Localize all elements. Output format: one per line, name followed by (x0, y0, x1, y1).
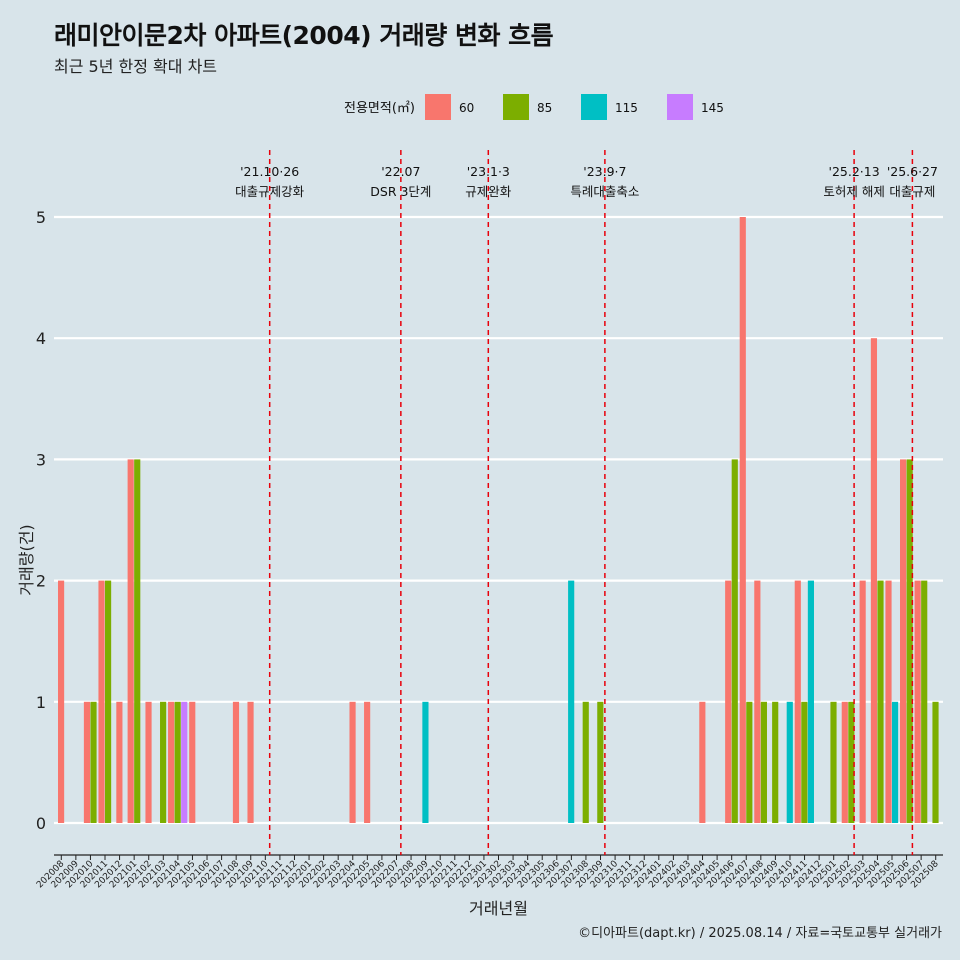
event-label: 대출규제 (889, 184, 935, 199)
bar-85-202508 (932, 701, 939, 823)
legend-label-145: 145 (701, 101, 724, 115)
bar-60-202504 (870, 338, 878, 823)
y-tick-label: 4 (36, 329, 46, 348)
bar-85-202502 (848, 701, 855, 823)
bar-85-202011 (105, 580, 112, 823)
bar-85-202308 (582, 701, 589, 823)
x-axis-title: 거래년월 (469, 899, 528, 918)
event-date: '21.10·26 (240, 164, 299, 179)
bar-85-202010 (90, 701, 97, 823)
event-label: 대출규제강화 (235, 184, 305, 199)
y-tick-label: 5 (36, 208, 46, 227)
bar-60-202011 (98, 580, 105, 823)
bar-85-202409 (772, 701, 779, 823)
legend-label-85: 85 (537, 101, 552, 115)
bar-115-202307 (568, 580, 575, 823)
bar-85-202507 (921, 580, 928, 823)
y-tick-label: 3 (36, 450, 46, 469)
legend-label-115: 115 (615, 101, 638, 115)
bar-60-202008 (58, 580, 65, 823)
bar-60-202109 (247, 701, 254, 823)
bar-60-202406 (725, 580, 732, 823)
legend-label-60: 60 (459, 101, 474, 115)
bar-60-202503 (859, 580, 866, 823)
y-tick-label: 0 (36, 814, 46, 833)
bar-115-202505 (891, 701, 899, 823)
event-date: '25.2·13 (829, 164, 880, 179)
y-tick-label: 1 (36, 693, 46, 712)
bar-60-202108 (232, 701, 240, 823)
bar-60-202507 (914, 580, 921, 823)
event-label: 특례대출축소 (570, 184, 639, 199)
legend-swatch-115 (581, 94, 607, 120)
bar-60-202204 (349, 701, 356, 823)
bar-85-202101 (134, 459, 141, 823)
bar-60-202505 (885, 580, 892, 823)
bar-60-202408 (754, 580, 761, 823)
bar-60-202012 (116, 701, 123, 823)
bar-85-202104 (174, 701, 181, 823)
bar-60-202404 (699, 701, 706, 823)
bar-85-202406 (731, 459, 738, 823)
bar-60-202205 (364, 701, 371, 823)
bar-85-202309 (597, 701, 604, 823)
event-date: '23.1·3 (467, 164, 510, 179)
source-caption: ©디아파트(dapt.kr) / 2025.08.14 / 자료=국토교통부 실… (578, 926, 942, 941)
event-date: '23.9·7 (583, 164, 626, 179)
bar-115-202411 (807, 580, 814, 823)
event-label: 규제완화 (465, 184, 512, 199)
event-date: '22.07 (381, 164, 420, 179)
bar-60-202506 (900, 459, 907, 823)
bar-85-202408 (760, 701, 767, 823)
y-tick-label: 2 (36, 572, 46, 591)
bar-60-202101 (127, 459, 134, 823)
bar-60-202104 (168, 701, 175, 823)
bar-60-202102 (145, 701, 152, 823)
event-label: 토허제 해제 (823, 184, 884, 199)
bar-85-202411 (801, 701, 808, 823)
bar-85-202407 (746, 701, 753, 823)
bar-60-202407 (739, 217, 746, 823)
bar-85-202103 (160, 701, 167, 823)
chart-subtitle: 최근 5년 한정 확대 차트 (54, 57, 218, 76)
bar-85-202504 (877, 580, 884, 823)
bar-145-202104 (181, 701, 188, 823)
legend-swatch-60 (425, 94, 451, 120)
y-axis-title: 거래량(건) (17, 524, 36, 595)
chart-title: 래미안이문2차 아파트(2004) 거래량 변화 흐름 (54, 21, 554, 50)
legend-swatch-145 (667, 94, 693, 120)
event-label: DSR 3단계 (370, 184, 431, 199)
legend-title: 전용면적(㎡) (344, 101, 415, 116)
bar-115-202410 (786, 701, 793, 823)
bar-85-202501 (830, 701, 837, 823)
event-date: '25.6·27 (887, 164, 938, 179)
bar-85-202506 (906, 459, 913, 823)
bar-60-202502 (841, 701, 848, 823)
bar-60-202411 (794, 580, 801, 823)
bar-115-202209 (422, 701, 429, 823)
bar-60-202105 (189, 701, 196, 823)
bar-60-202010 (83, 701, 91, 823)
legend-swatch-85 (503, 94, 529, 120)
